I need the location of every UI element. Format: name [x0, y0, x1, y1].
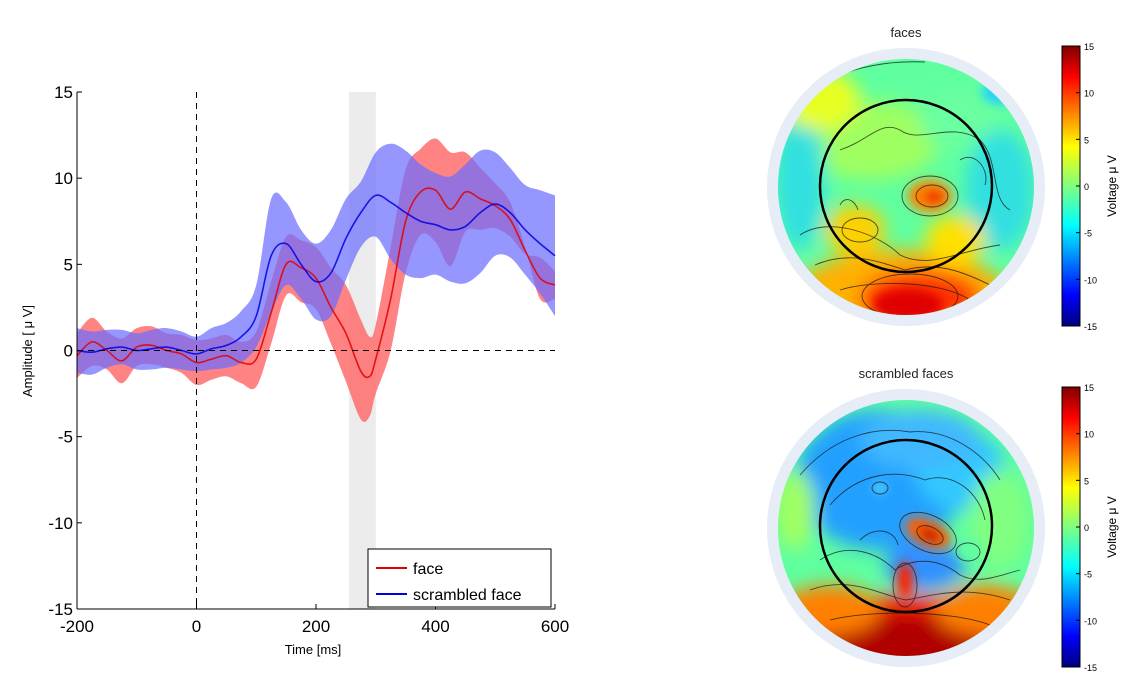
y-tick-label: -10: [48, 514, 73, 533]
x-axis-label: Time [ms]: [285, 642, 342, 657]
x-tick-label: 0: [192, 617, 201, 636]
erp-plot-area: [76, 92, 556, 609]
colorbar-tick-label: -5: [1084, 570, 1092, 580]
colorbar-faces: 15 10 5 0 -5 -10 -15 Voltage μ V: [1061, 42, 1119, 332]
topomap-faces: faces: [767, 25, 1045, 326]
confidence-band-scrambled-face: [77, 143, 555, 375]
x-tick-label: 600: [541, 617, 569, 636]
x-tick-label: -200: [60, 617, 94, 636]
colorbar-tick-label: 10: [1084, 89, 1094, 99]
topomap-scrambled-head-outline: [818, 438, 994, 614]
mean-line-scrambled-face: [76, 194, 556, 355]
y-axis-label: Amplitude [ μ V]: [20, 305, 35, 397]
colorbar-tick-label: 5: [1084, 135, 1089, 145]
colorbar-tick-label: -5: [1084, 229, 1092, 239]
y-tick-label: 0: [64, 342, 73, 361]
y-tick-label: 5: [64, 255, 73, 274]
x-tick-label: 200: [302, 617, 330, 636]
colorbar-tick-label: 10: [1084, 430, 1094, 440]
colorbar-faces-label: Voltage μ V: [1105, 155, 1119, 217]
x-tick-label: 400: [421, 617, 449, 636]
y-tick-label: 10: [54, 169, 73, 188]
colorbar-tick-label: 5: [1084, 476, 1089, 486]
topomap-faces-head-outline: [818, 98, 994, 274]
y-tick-label: -5: [58, 428, 73, 447]
legend-label-scrambled-face: scrambled face: [413, 587, 522, 604]
chart-legend: face scrambled face: [367, 548, 552, 608]
colorbar-tick-label: 0: [1084, 182, 1089, 192]
topomap-scrambled-faces: scrambled faces: [767, 366, 1045, 667]
colorbar-scrambled-label: Voltage μ V: [1105, 496, 1119, 558]
y-tick-label: -15: [48, 600, 73, 619]
colorbar-tick-label: 15: [1084, 42, 1094, 52]
topomap-faces-field: [778, 59, 1034, 315]
colorbar-tick-label: 15: [1084, 383, 1094, 393]
topomap-faces-title: faces: [890, 25, 922, 40]
y-tick-label: 15: [54, 83, 73, 102]
legend-box: [367, 548, 552, 608]
colorbar-tick-label: -10: [1084, 275, 1097, 285]
erp-axes: -15 -10 -5 0 5 10 15 -200 0 200 400 600: [48, 83, 569, 636]
legend-label-face: face: [413, 561, 443, 578]
topomap-scrambled-title: scrambled faces: [859, 366, 954, 381]
colorbar-tick-label: -15: [1084, 322, 1097, 332]
colorbar-tick-label: -15: [1084, 663, 1097, 673]
colorbar-tick-label: 0: [1084, 523, 1089, 533]
erp-chart: -15 -10 -5 0 5 10 15 -200 0 200 400 600 face scramb…: [20, 83, 569, 657]
colorbar-tick-label: -10: [1084, 616, 1097, 626]
colorbar-scrambled-faces: 15 10 5 0 -5 -10 -15 Voltage μ V: [1061, 383, 1119, 673]
